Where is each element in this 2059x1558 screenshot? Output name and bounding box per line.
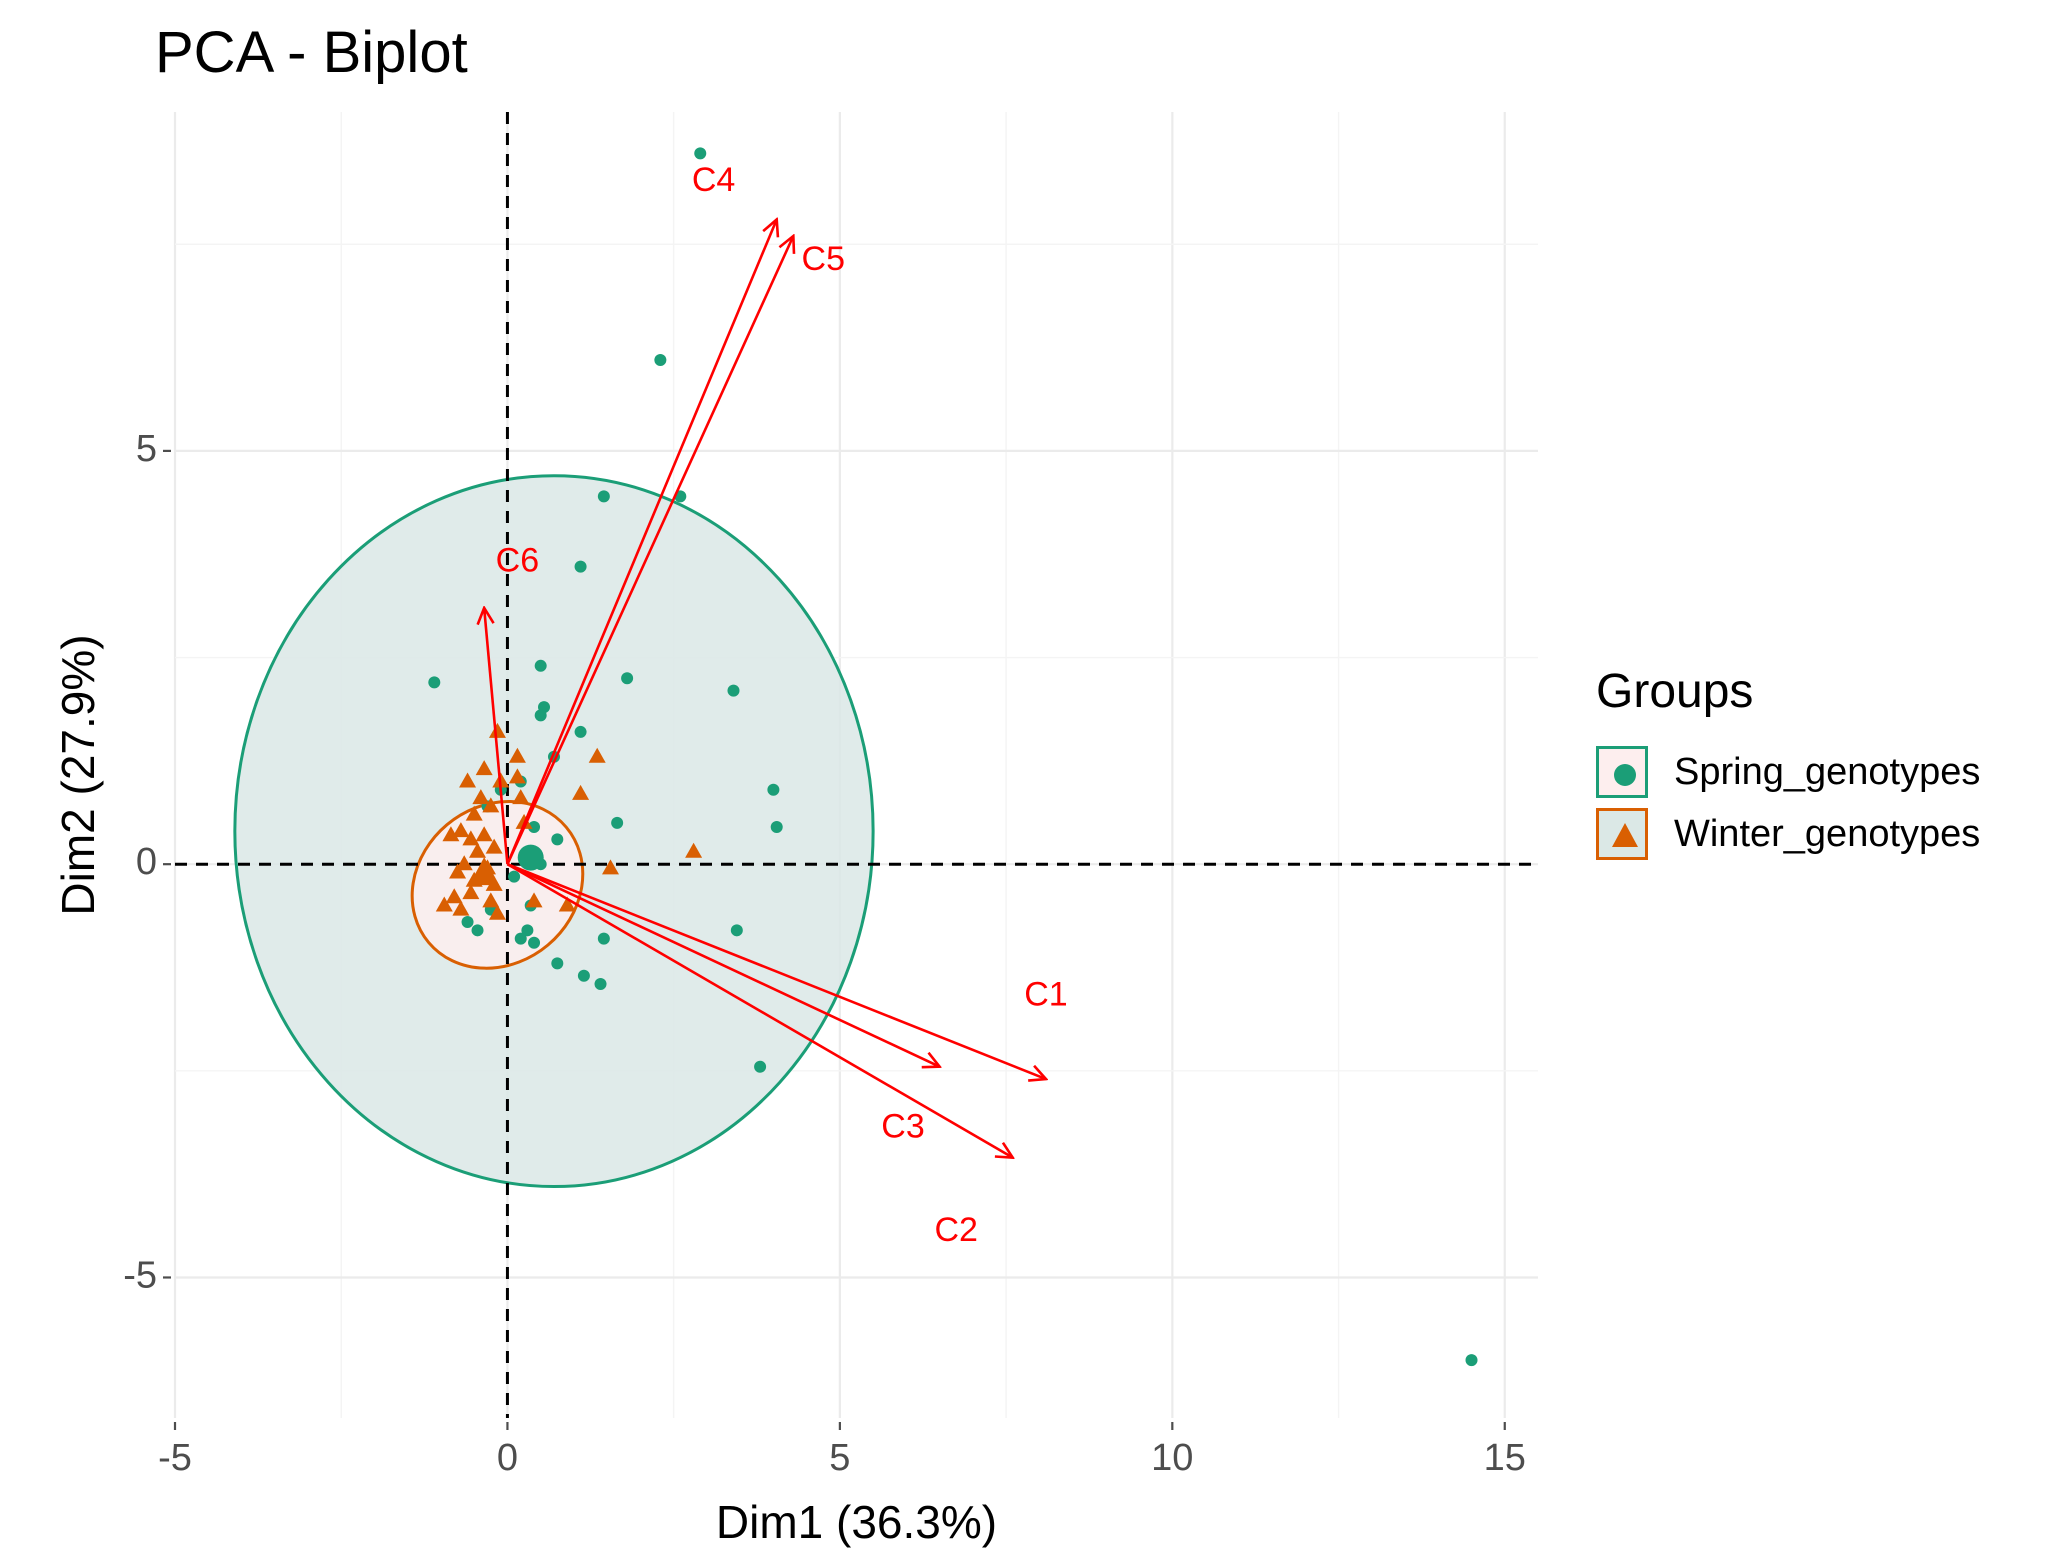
winter-point	[475, 826, 493, 842]
spring-point	[461, 916, 474, 929]
spring-point	[534, 659, 547, 672]
vector-label-c6: C6	[496, 541, 539, 579]
winter-point	[455, 855, 473, 871]
winter-point	[465, 805, 483, 821]
spring-legend-key	[1596, 746, 1648, 798]
legend: Groups Spring_genotypes Winter_genotypes	[1596, 664, 1980, 865]
winter-centroid	[469, 857, 500, 886]
winter-point	[472, 789, 490, 805]
legend-item-winter: Winter_genotypes	[1596, 803, 1980, 865]
vector-c5	[506, 236, 793, 865]
vector-c6	[484, 608, 509, 865]
vector-c4	[506, 219, 776, 865]
spring-point	[577, 969, 590, 982]
spring-point	[754, 1060, 767, 1073]
axes: -5 0 5 10 15 -5 0 5	[123, 428, 1526, 1479]
winter-point	[508, 768, 526, 784]
x-tick-label: 5	[829, 1437, 850, 1479]
x-axis-title: Dim1 (36.3%)	[716, 1496, 997, 1548]
x-tick-label: 10	[1151, 1437, 1193, 1479]
spring-point	[528, 820, 541, 833]
winter-point	[442, 826, 460, 842]
vector-label-c1: C1	[1024, 975, 1067, 1013]
spring-point	[1465, 1354, 1478, 1367]
spring-point	[694, 147, 707, 160]
spring-point	[528, 936, 541, 949]
winter-point	[508, 747, 526, 763]
spring-point	[508, 870, 521, 883]
spring-point	[551, 833, 564, 846]
winter-legend-key	[1596, 808, 1648, 860]
winter-point	[452, 822, 470, 838]
x-tick-label: 15	[1484, 1437, 1526, 1479]
y-tick-label: 0	[136, 841, 157, 883]
spring-point	[621, 672, 634, 685]
winter-point	[475, 760, 493, 776]
vector-label-c3: C3	[881, 1108, 924, 1146]
winter-point	[445, 888, 463, 904]
vector-label-c2: C2	[934, 1211, 977, 1249]
winter-point	[462, 830, 480, 846]
winter-point	[452, 900, 470, 916]
winter-point	[482, 797, 500, 813]
spring-point	[574, 560, 587, 573]
spring-point	[654, 353, 667, 366]
vector-c2	[506, 863, 1012, 1157]
spring-point	[594, 978, 607, 991]
winter-point	[685, 842, 703, 858]
winter-point	[572, 784, 590, 800]
winter-point	[469, 842, 487, 858]
winter-point	[488, 904, 506, 920]
spring-point	[574, 725, 587, 738]
legend-label-spring: Spring_genotypes	[1674, 750, 1981, 793]
spring-point	[727, 684, 740, 697]
spring-point	[521, 924, 534, 937]
legend-title: Groups	[1596, 665, 1754, 718]
chart-title: PCA - Biplot	[155, 20, 468, 85]
spring-point	[597, 490, 610, 503]
winter-point	[512, 789, 530, 805]
vector-c1	[506, 862, 1046, 1079]
reference-lines	[175, 112, 1538, 1418]
winter-point	[488, 722, 506, 738]
spring-point	[770, 820, 783, 833]
winter-point	[449, 863, 467, 879]
variable-vectors: C1 C2 C3 C4 C5 C6	[484, 161, 1068, 1249]
spring-point	[471, 924, 484, 937]
winter-point	[482, 892, 500, 908]
legend-label-winter: Winter_genotypes	[1674, 812, 1981, 855]
legend-item-spring: Spring_genotypes	[1596, 741, 1980, 803]
winter-point	[459, 772, 477, 788]
spring-point	[428, 676, 441, 689]
winter-point	[525, 892, 543, 908]
winter-point	[601, 859, 619, 875]
spring-point	[767, 783, 780, 796]
winter-point	[435, 896, 453, 912]
x-tick-label: -5	[158, 1437, 192, 1479]
data-points	[428, 147, 1478, 1367]
spring-point	[534, 709, 547, 722]
winter-point	[485, 838, 503, 854]
winter-point	[558, 896, 576, 912]
winter-point	[462, 884, 480, 900]
y-tick-label: 5	[136, 428, 157, 470]
winter-point	[588, 747, 606, 763]
spring-point	[730, 924, 743, 937]
y-tick-label: -5	[123, 1255, 157, 1297]
x-tick-label: 0	[497, 1437, 518, 1479]
spring-point	[514, 932, 527, 945]
vector-label-c4: C4	[692, 161, 735, 199]
spring-point	[611, 816, 624, 829]
vector-label-c5: C5	[802, 240, 845, 278]
spring-centroid	[517, 844, 544, 871]
vector-c3	[506, 863, 939, 1067]
y-axis-title: Dim2 (27.9%)	[52, 634, 104, 915]
spring-point	[597, 932, 610, 945]
spring-point	[551, 957, 564, 970]
